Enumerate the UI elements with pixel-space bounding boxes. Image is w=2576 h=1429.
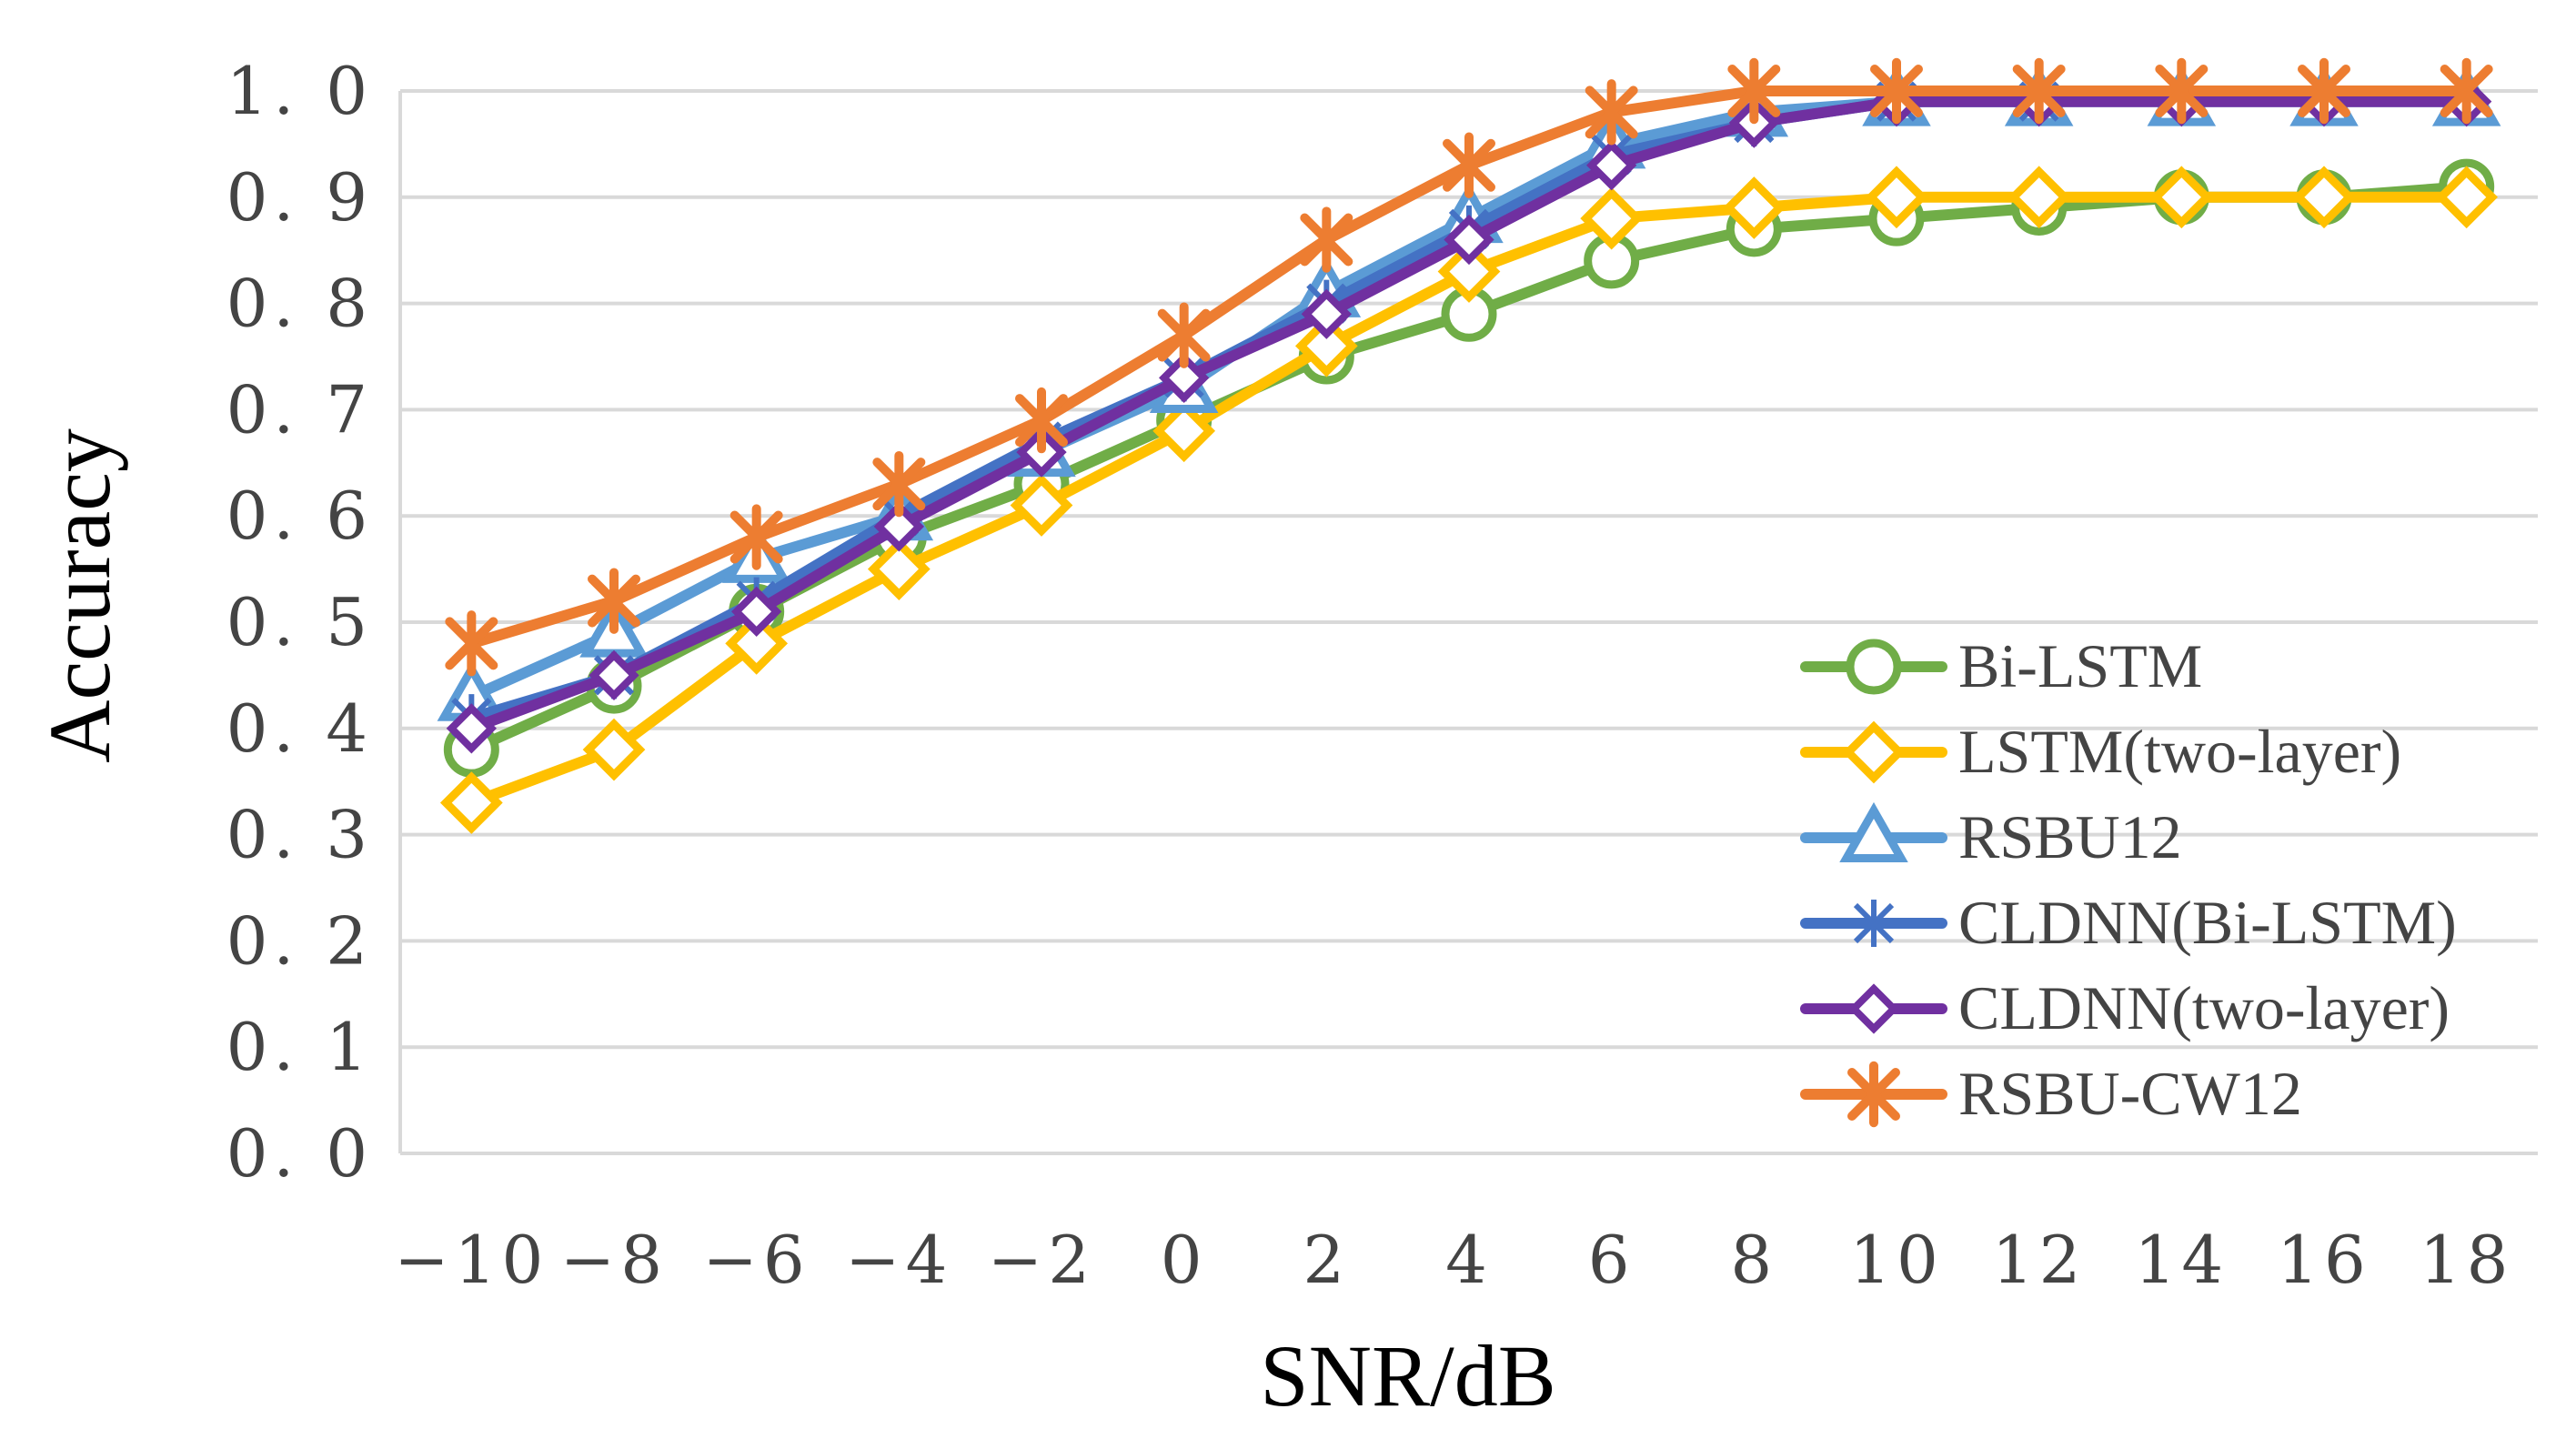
y-tick-label: 0. 9 bbox=[226, 159, 373, 236]
data-point bbox=[2298, 57, 2350, 125]
data-point bbox=[2440, 57, 2493, 125]
data-point bbox=[588, 568, 640, 634]
legend: Bi-LSTM LSTM(two-layer) RSBU12 CLDNN(Bi-LST… bbox=[1800, 631, 2457, 1128]
y-tick-label: 0. 3 bbox=[226, 797, 373, 873]
x-tick-label: 10 bbox=[1849, 1222, 1944, 1298]
data-point bbox=[731, 586, 782, 637]
x-tick-label: 4 bbox=[1445, 1222, 1493, 1298]
data-point bbox=[872, 450, 926, 518]
data-point bbox=[1300, 206, 1353, 273]
data-point bbox=[2007, 166, 2071, 229]
y-tick-label: 0. 2 bbox=[226, 902, 373, 979]
data-point bbox=[1853, 900, 1895, 947]
data-point bbox=[1865, 166, 1928, 229]
data-point bbox=[1722, 176, 1786, 239]
data-point bbox=[1443, 132, 1495, 198]
data-point bbox=[1437, 240, 1501, 303]
y-tick-label: 0. 1 bbox=[226, 1009, 373, 1085]
data-point bbox=[2149, 166, 2213, 229]
data-point bbox=[1846, 639, 1902, 695]
x-tick-label: −8 bbox=[560, 1222, 668, 1298]
data-point bbox=[1580, 186, 1644, 250]
legend-label: RSBU-CW12 bbox=[1958, 1059, 2302, 1128]
data-point bbox=[2292, 166, 2356, 229]
data-point bbox=[582, 718, 646, 781]
legend-entry: LSTM(two-layer) bbox=[1800, 717, 2401, 786]
x-axis-label: SNR/dB bbox=[1260, 1327, 1555, 1424]
series-rsbu-cw12 bbox=[445, 57, 2493, 677]
legend-entry: RSBU-CW12 bbox=[1800, 1059, 2302, 1128]
x-tick-label: 2 bbox=[1303, 1222, 1350, 1298]
series-group bbox=[437, 57, 2501, 834]
data-point bbox=[1157, 302, 1211, 368]
data-point bbox=[1010, 474, 1073, 537]
x-tick-label: 16 bbox=[2277, 1222, 2371, 1298]
data-point bbox=[1015, 387, 1068, 454]
data-point bbox=[1848, 983, 1899, 1034]
x-tick-label: 0 bbox=[1161, 1222, 1208, 1298]
data-point bbox=[1585, 79, 1638, 146]
x-tick-label: −4 bbox=[845, 1222, 952, 1298]
y-tick-label: 0. 5 bbox=[226, 584, 373, 660]
data-point bbox=[439, 771, 503, 834]
legend-label: LSTM(two-layer) bbox=[1958, 717, 2401, 786]
legend-label: CLDNN(Bi-LSTM) bbox=[1958, 888, 2457, 957]
data-point bbox=[1159, 352, 1210, 404]
x-tick-labels: −10 −8 −6 −4 −2 0 2 4 6 8 10 12 14 16 18 bbox=[394, 1222, 2514, 1298]
data-point bbox=[1839, 801, 1908, 862]
data-point bbox=[1586, 140, 1637, 191]
legend-entry: Bi-LSTM bbox=[1800, 631, 2202, 700]
x-tick-label: −6 bbox=[703, 1222, 810, 1298]
legend-label: RSBU12 bbox=[1958, 802, 2182, 871]
legend-entry: CLDNN(two-layer) bbox=[1800, 973, 2450, 1042]
y-tick-label: 0. 7 bbox=[226, 371, 373, 448]
y-axis-label: Accuracy bbox=[31, 428, 128, 763]
legend-entry: CLDNN(Bi-LSTM) bbox=[1800, 888, 2457, 957]
x-tick-label: 12 bbox=[1992, 1222, 2087, 1298]
y-tick-label: 0. 6 bbox=[226, 478, 373, 554]
legend-label: CLDNN(two-layer) bbox=[1958, 973, 2450, 1042]
y-tick-labels: 0. 0 0. 1 0. 2 0. 3 0. 4 0. 5 0. 6 0. 7 0. 8 0. 9… bbox=[226, 53, 373, 1192]
grid-lines bbox=[398, 89, 2538, 1155]
data-point bbox=[867, 538, 931, 600]
data-point bbox=[1847, 1061, 1900, 1128]
data-point bbox=[873, 501, 924, 552]
data-point bbox=[1152, 399, 1216, 463]
data-point bbox=[589, 649, 639, 701]
data-point bbox=[2435, 166, 2499, 229]
data-point bbox=[2155, 57, 2209, 125]
data-point bbox=[446, 703, 497, 754]
series-lstm-two-layer bbox=[439, 166, 2499, 834]
x-tick-label: 8 bbox=[1730, 1222, 1777, 1298]
data-point bbox=[730, 504, 783, 570]
data-point bbox=[2012, 57, 2066, 125]
y-tick-label: 1. 0 bbox=[226, 53, 373, 129]
x-tick-label: −2 bbox=[988, 1222, 1095, 1298]
data-point bbox=[1870, 57, 1923, 125]
x-tick-label: 14 bbox=[2135, 1222, 2229, 1298]
y-tick-label: 0. 8 bbox=[226, 266, 373, 342]
data-point bbox=[725, 611, 789, 675]
data-point bbox=[445, 610, 498, 677]
y-tick-label: 0. 0 bbox=[226, 1115, 373, 1192]
x-tick-label: 18 bbox=[2420, 1222, 2514, 1298]
data-point bbox=[1444, 214, 1494, 266]
data-point bbox=[1294, 314, 1358, 377]
legend-entry: RSBU12 bbox=[1800, 801, 2182, 871]
x-tick-label: −10 bbox=[394, 1222, 548, 1298]
data-point bbox=[1727, 57, 1781, 125]
data-point bbox=[1301, 288, 1352, 339]
legend-label: Bi-LSTM bbox=[1958, 631, 2202, 700]
y-tick-label: 0. 4 bbox=[226, 690, 373, 767]
x-tick-label: 6 bbox=[1588, 1222, 1635, 1298]
data-point bbox=[1842, 720, 1906, 784]
